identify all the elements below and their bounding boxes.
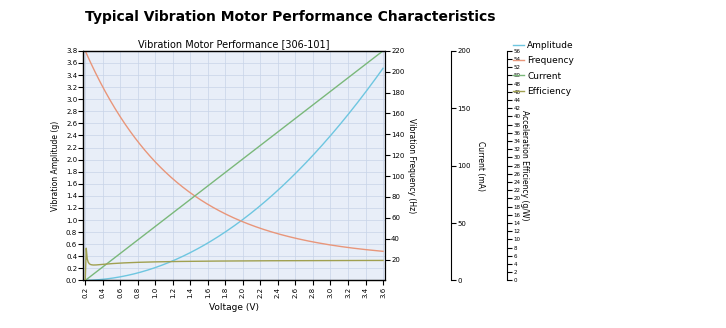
X-axis label: Voltage (V): Voltage (V) bbox=[209, 303, 259, 313]
Y-axis label: Vibration Amplitude (g): Vibration Amplitude (g) bbox=[52, 120, 60, 211]
Y-axis label: Vibration Frequency (Hz): Vibration Frequency (Hz) bbox=[407, 118, 416, 213]
Y-axis label: Current (mA): Current (mA) bbox=[476, 141, 485, 191]
Legend: Amplitude, Frequency, Current, Efficiency: Amplitude, Frequency, Current, Efficienc… bbox=[509, 37, 578, 99]
Title: Vibration Motor Performance [306-101]: Vibration Motor Performance [306-101] bbox=[139, 39, 330, 49]
Text: Typical Vibration Motor Performance Characteristics: Typical Vibration Motor Performance Char… bbox=[85, 10, 496, 24]
Y-axis label: Acceleration Efficiency (g/W): Acceleration Efficiency (g/W) bbox=[520, 111, 529, 221]
